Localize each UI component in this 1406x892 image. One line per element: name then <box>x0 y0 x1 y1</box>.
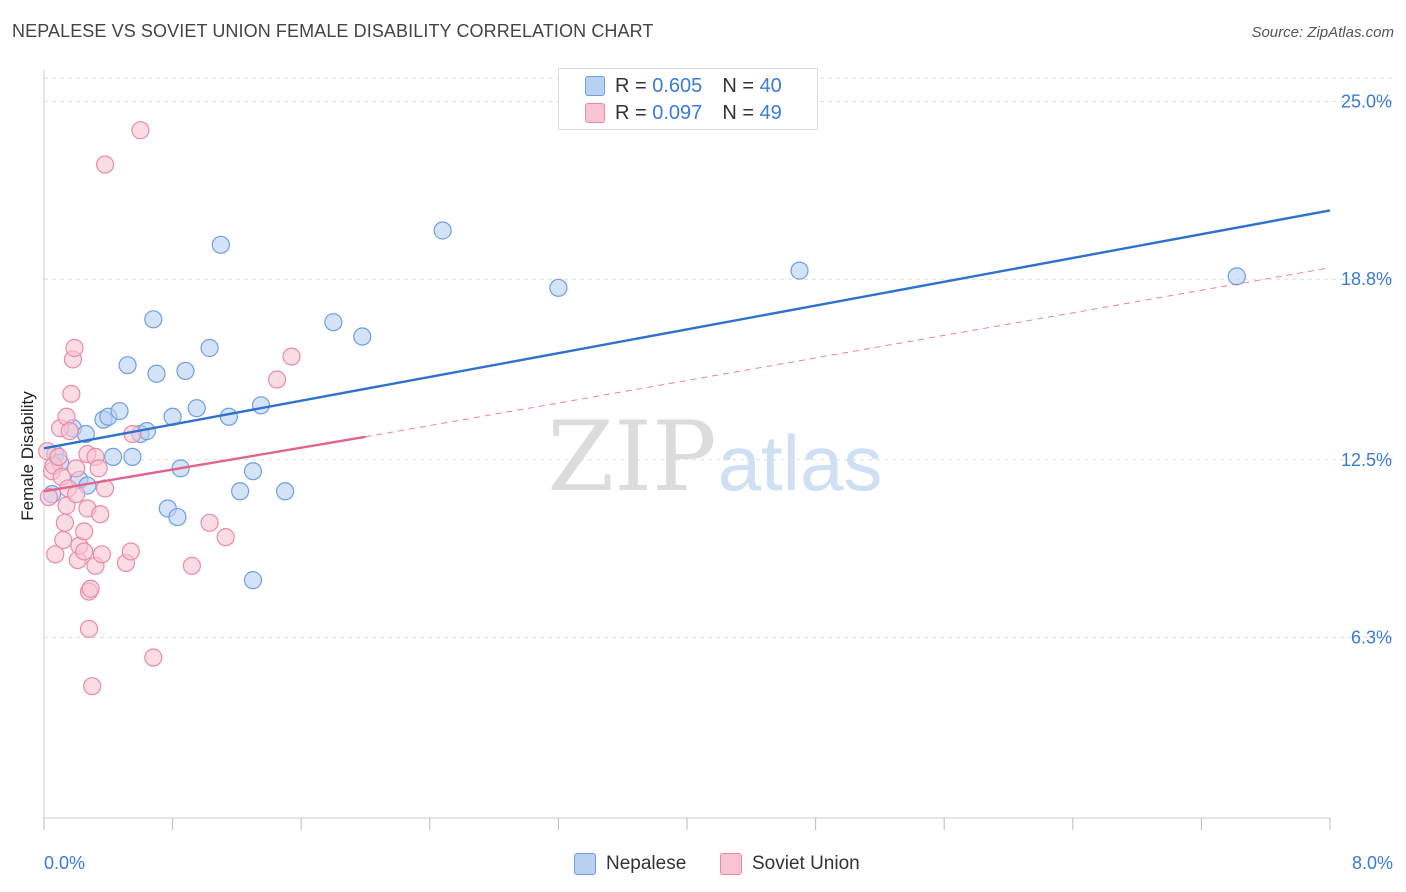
x-tick-label: 8.0% <box>1352 853 1393 873</box>
soviet-point <box>200 513 219 532</box>
nepalese-point <box>243 571 263 590</box>
nepalese-point <box>219 407 238 426</box>
stats-legend: R = 0.605 N = 40 R = 0.097 N = 49 <box>558 68 818 130</box>
legend-row-soviet: R = 0.097 N = 49 <box>585 102 782 124</box>
nepalese-point <box>231 482 250 501</box>
nepalese-point <box>176 361 195 381</box>
soviet-trendline <box>43 435 366 493</box>
y-tick-label: 25.0% <box>1341 92 1392 112</box>
soviet-point <box>83 677 102 696</box>
nepalese-point <box>144 310 163 329</box>
bottom-legend-soviet: Soviet Union <box>720 852 860 876</box>
soviet-r-value: 0.097 <box>652 101 703 124</box>
soviet-point <box>267 370 287 389</box>
soviet-n-value: 49 <box>759 101 782 124</box>
soviet-point <box>67 485 86 504</box>
bottom-nepalese-swatch <box>574 853 596 875</box>
soviet-point <box>65 338 84 358</box>
soviet-point <box>131 121 150 140</box>
nepalese-point <box>324 313 343 332</box>
nepalese-point <box>433 221 452 240</box>
nepalese-point <box>104 447 123 466</box>
soviet-point <box>81 579 100 598</box>
soviet-point <box>55 513 74 532</box>
soviet-point <box>67 459 86 478</box>
bottom-soviet-label: Soviet Union <box>752 853 860 874</box>
soviet-point <box>46 545 65 564</box>
watermark-atlas: atlas <box>718 419 883 507</box>
nepalese-point <box>187 399 206 418</box>
soviet-trendline-dashed <box>365 267 1331 438</box>
chart-title: NEPALESE VS SOVIET UNION FEMALE DISABILI… <box>12 21 654 41</box>
soviet-point <box>92 545 111 564</box>
soviet-point <box>79 619 99 638</box>
soviet-point <box>121 542 140 561</box>
nepalese-r-label: R = <box>615 74 653 97</box>
soviet-point <box>60 422 79 441</box>
soviet-point <box>95 155 115 174</box>
soviet-point <box>182 556 201 575</box>
soviet-point <box>49 447 68 466</box>
soviet-point <box>75 522 94 541</box>
y-tick-label: 6.3% <box>1351 627 1392 647</box>
soviet-point <box>282 347 301 366</box>
legend-row-nepalese: R = 0.605 N = 40 <box>585 75 782 97</box>
soviet-point <box>39 487 58 507</box>
nepalese-point <box>353 327 372 346</box>
nepalese-point <box>200 338 219 358</box>
bottom-legend-nepalese: Nepalese <box>574 852 686 876</box>
nepalese-point <box>1227 267 1246 286</box>
nepalese-point <box>123 447 142 466</box>
source-label: Source: ZipAtlas.com <box>1251 24 1394 41</box>
soviet-point <box>144 648 163 667</box>
nepalese-point <box>790 261 809 280</box>
nepalese-point <box>110 401 129 421</box>
soviet-point <box>91 505 110 524</box>
nepalese-r-value: 0.605 <box>652 74 703 97</box>
soviet-point <box>62 384 81 403</box>
soviet-swatch <box>585 103 605 123</box>
soviet-r-label: R = <box>615 101 653 124</box>
soviet-point <box>89 459 108 478</box>
soviet-point <box>54 530 73 550</box>
nepalese-n-value: 40 <box>759 74 782 97</box>
nepalese-point <box>549 278 568 297</box>
nepalese-point <box>276 482 295 501</box>
nepalese-point <box>243 462 263 481</box>
x-tick-label: 0.0% <box>44 853 85 873</box>
soviet-n-label: N = <box>722 101 760 124</box>
bottom-soviet-swatch <box>720 853 742 875</box>
y-tick-label: 18.8% <box>1341 269 1392 289</box>
nepalese-swatch <box>585 76 605 96</box>
nepalese-n-label: N = <box>722 74 760 97</box>
nepalese-point <box>251 396 271 415</box>
y-tick-label: 12.5% <box>1341 450 1392 470</box>
soviet-point <box>216 528 235 547</box>
watermark-zip: ZIP <box>547 401 716 513</box>
nepalese-point <box>118 356 137 375</box>
bottom-nepalese-label: Nepalese <box>606 853 687 874</box>
soviet-point <box>75 542 94 561</box>
nepalese-point <box>211 235 230 254</box>
nepalese-point <box>168 507 187 527</box>
nepalese-trendline <box>43 209 1331 450</box>
nepalese-point <box>147 364 166 383</box>
